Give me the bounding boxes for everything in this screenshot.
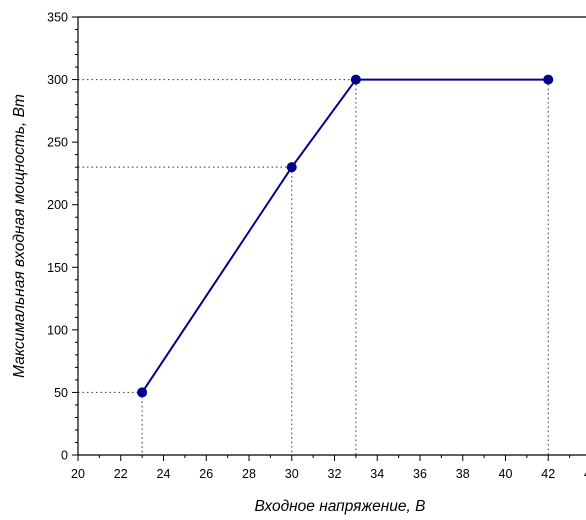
data-point <box>286 162 297 173</box>
guide-lines <box>78 79 549 455</box>
x-axis-title: Входное напряжение, В <box>255 498 426 515</box>
y-tick-label: 350 <box>47 11 68 25</box>
series-line <box>141 78 549 393</box>
x-tick-label: 36 <box>413 467 427 481</box>
x-tick-label: 38 <box>456 467 470 481</box>
y-tick-labels: 0 50 100 150 200 250 300 350 <box>47 11 68 463</box>
x-tick-label: 32 <box>328 467 342 481</box>
x-tick-label: 30 <box>285 467 299 481</box>
x-tick-label: 42 <box>541 467 555 481</box>
data-point <box>350 74 361 85</box>
x-tick-label: 20 <box>71 467 85 481</box>
y-tick-label: 200 <box>47 198 68 212</box>
x-tick-label: 26 <box>199 467 213 481</box>
x-tick-label: 34 <box>370 467 384 481</box>
y-tick-label: 50 <box>54 386 68 400</box>
data-point <box>543 74 554 85</box>
y-tick-label: 250 <box>47 136 68 150</box>
x-tick-label: 24 <box>157 467 171 481</box>
x-tick-label: 22 <box>114 467 128 481</box>
y-axis-title: Максимальная входная мощность, Вт <box>11 94 28 378</box>
axis-ticks <box>72 16 571 461</box>
y-tick-label: 0 <box>61 449 68 463</box>
x-tick-labels: 20 22 24 26 28 30 32 34 36 38 40 42 44 <box>71 467 586 481</box>
x-tick-label: 28 <box>242 467 256 481</box>
x-tick-label: 40 <box>499 467 513 481</box>
data-point <box>137 387 148 398</box>
y-tick-label: 300 <box>47 73 68 87</box>
series-layer <box>137 74 554 398</box>
y-tick-label: 100 <box>47 323 68 337</box>
x-tick-label: 44 <box>584 467 586 481</box>
y-tick-label: 150 <box>47 261 68 275</box>
